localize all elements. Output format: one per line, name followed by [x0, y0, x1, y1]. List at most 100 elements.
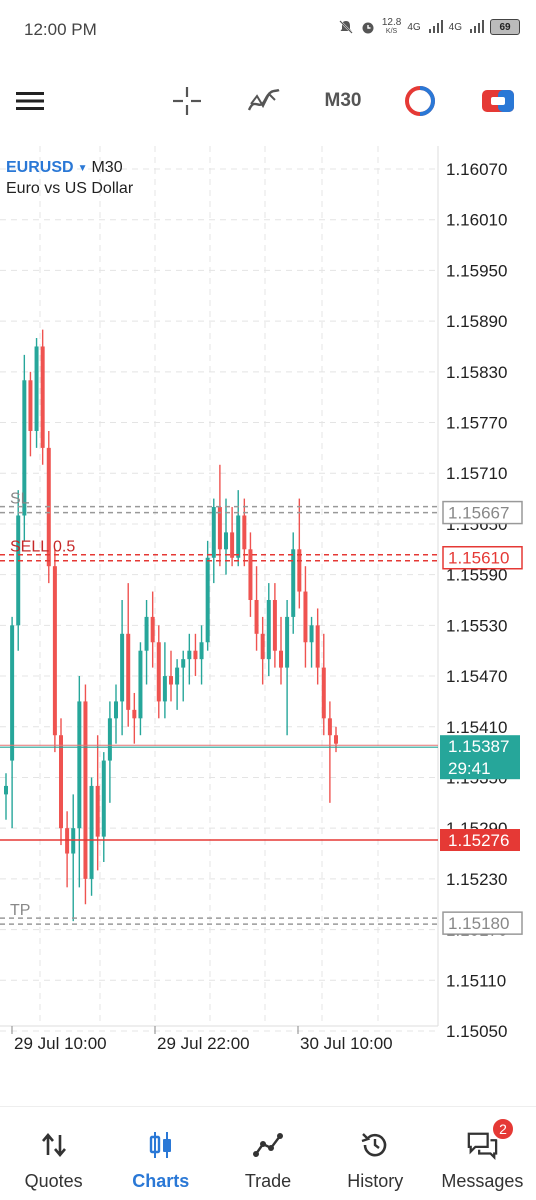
quotes-icon	[38, 1129, 70, 1161]
candle-body	[199, 642, 204, 660]
price-axis-label: 1.16070	[446, 160, 507, 179]
nav-charts-label: Charts	[132, 1171, 190, 1191]
nav-charts[interactable]: Charts	[107, 1107, 214, 1200]
stop-loss-price-tag	[442, 500, 523, 525]
indicators-icon[interactable]	[246, 84, 282, 118]
candle-body	[4, 785, 8, 795]
price-axis-label: 1.15230	[446, 870, 507, 889]
candle-body	[34, 346, 39, 431]
battery-icon: 69	[490, 19, 520, 35]
candle-body	[10, 625, 15, 761]
price-axis-label: 1.15470	[446, 667, 507, 686]
status-bar: 12:00 PM 12.8 K/S 4G 4G 69	[0, 0, 536, 60]
price-axis-label: 1.16010	[446, 211, 507, 230]
symbol-name[interactable]: EURUSD	[6, 159, 74, 176]
stop-loss-price: 1.15667	[448, 504, 509, 523]
nav-quotes[interactable]: Quotes	[0, 1107, 107, 1200]
network-4g-label-2: 4G	[448, 21, 462, 33]
candle-body	[230, 532, 235, 558]
bar-countdown: 29:41	[448, 759, 491, 778]
signal-icon-2	[470, 20, 484, 33]
mute-icon	[339, 20, 353, 34]
trade-icon	[252, 1129, 284, 1161]
current-price: 1.15387	[448, 737, 509, 756]
candle-body	[120, 633, 125, 702]
crosshair-icon[interactable]	[170, 84, 204, 118]
status-icons: 12.8 K/S 4G 4G 69	[338, 18, 520, 36]
chart-toolbar: M30	[0, 62, 536, 140]
price-axis-label: 1.15710	[446, 464, 507, 483]
sell-price-tag	[442, 545, 523, 570]
candle-body	[193, 650, 198, 660]
price-axis-label: 1.15950	[446, 261, 507, 280]
symbol-header: EURUSD ▼ M30	[6, 159, 123, 177]
signal-icon	[428, 20, 443, 33]
sell-price: 1.15610	[448, 549, 509, 568]
candle-body	[95, 785, 100, 837]
price-axis-label: 1.15590	[446, 566, 507, 585]
symbol-dropdown-icon[interactable]: ▼	[77, 162, 88, 174]
candle-body	[107, 718, 112, 761]
candle-body	[28, 380, 33, 431]
price-level-price: 1.15276	[448, 831, 509, 850]
price-level-tag	[440, 829, 520, 852]
symbol-description: Euro vs US Dollar	[6, 180, 134, 197]
candle-body	[187, 650, 192, 660]
candle-body	[297, 549, 302, 592]
candle-body	[236, 515, 241, 558]
symbol-timeframe: M30	[91, 159, 123, 176]
candle-body	[126, 633, 131, 710]
candle-body	[71, 828, 76, 854]
candle-body	[52, 566, 57, 736]
candle-body	[327, 718, 332, 736]
nav-messages[interactable]: 2 Messages	[429, 1107, 536, 1200]
candle-body	[40, 346, 45, 448]
candle-body	[150, 616, 155, 643]
sell-order-label: SELL 0.5	[10, 539, 75, 556]
candle-body	[59, 735, 63, 829]
candle-body	[266, 600, 271, 660]
stop-loss-label: SL	[10, 491, 30, 508]
candle-body	[303, 591, 308, 643]
candle-body	[224, 532, 228, 550]
messages-icon	[466, 1129, 498, 1161]
price-chart[interactable]: 1.16070 1.16010 1.15950 1.15890 1.15830 1.157…	[0, 146, 536, 1082]
candle-body	[321, 667, 326, 719]
one-click-trading-icon[interactable]	[402, 84, 438, 118]
price-axis-label: 1.15110	[446, 971, 506, 990]
candle-body	[16, 515, 21, 626]
candle-body	[248, 549, 253, 600]
candle-body	[83, 701, 88, 879]
alarm-icon	[362, 22, 374, 34]
candle-body	[309, 625, 314, 643]
status-time: 12:00 PM	[24, 20, 97, 39]
history-icon	[359, 1129, 391, 1161]
candle-body	[242, 515, 247, 550]
chart-canvas[interactable]: 1.16070 1.16010 1.15950 1.15890 1.15830 1.157…	[0, 146, 536, 1082]
candle-body	[144, 616, 149, 651]
current-price-tag	[440, 735, 520, 780]
time-axis-label: 30 Jul 10:00	[300, 1034, 393, 1053]
trade-panel-icon[interactable]	[480, 84, 516, 118]
candle-body	[254, 600, 259, 634]
candle-body	[138, 650, 143, 719]
price-axis-label: 1.15050	[446, 1022, 507, 1041]
candle-body	[334, 735, 338, 744]
candle-body	[205, 557, 210, 643]
candle-body	[285, 616, 290, 668]
candle-body	[291, 549, 296, 617]
menu-icon[interactable]	[14, 84, 46, 118]
price-axis-label: 1.15770	[446, 414, 507, 433]
candle-body	[315, 625, 320, 668]
nav-messages-label: Messages	[441, 1171, 524, 1191]
time-axis-label: 29 Jul 22:00	[157, 1034, 250, 1053]
candle-body	[217, 507, 222, 550]
timeframe-selector[interactable]: M30	[324, 90, 362, 111]
nav-history[interactable]: History	[322, 1107, 429, 1200]
candle-body	[132, 709, 137, 719]
nav-trade[interactable]: Trade	[214, 1107, 321, 1200]
candle-body	[22, 380, 27, 516]
nav-history-label: History	[347, 1171, 404, 1191]
charts-icon	[145, 1129, 177, 1161]
candle-body	[181, 659, 186, 668]
